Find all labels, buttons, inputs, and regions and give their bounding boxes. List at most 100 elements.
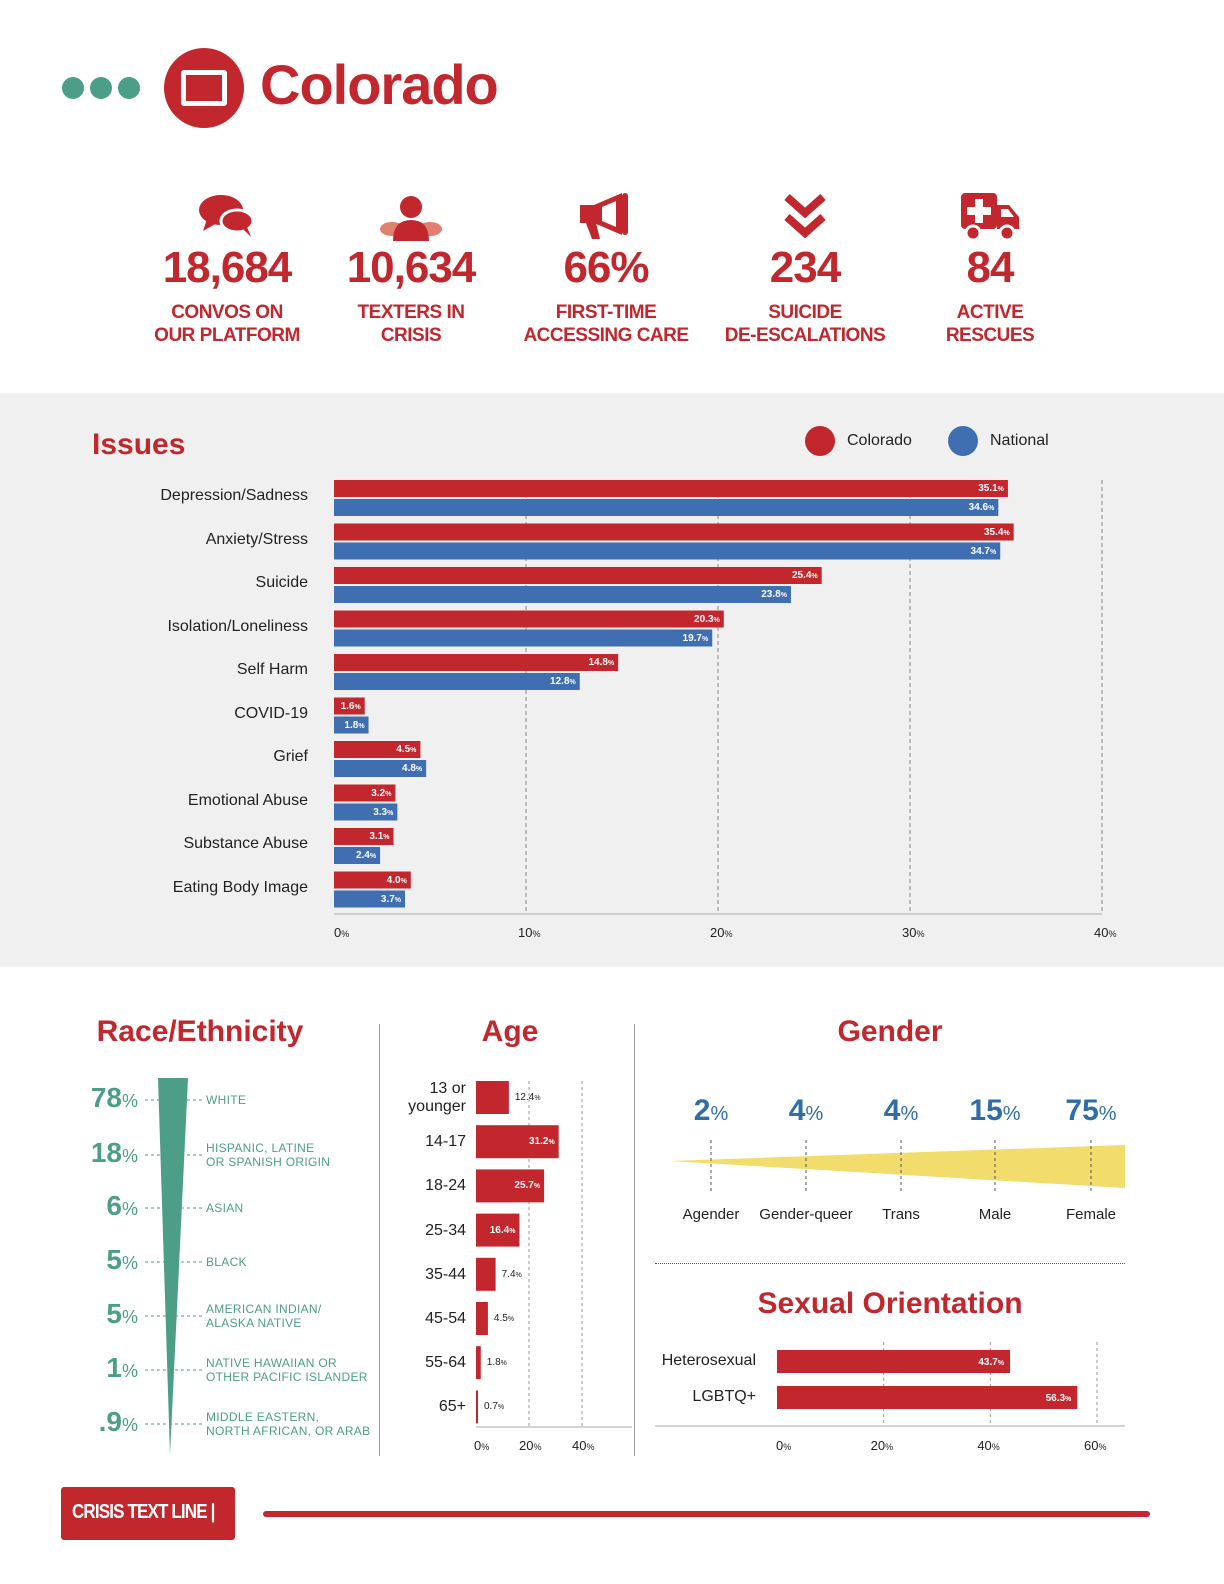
bar-value-label: 3.7% [380, 893, 402, 905]
chat-bubbles-icon [127, 185, 327, 241]
person-icon [311, 185, 511, 241]
age-value-label: 1.8% [486, 1357, 507, 1369]
age-category-label: 65+ [438, 1398, 466, 1416]
race-label: BLACK [206, 1255, 247, 1269]
race-label: AMERICAN INDIAN/ALASKA NATIVE [206, 1302, 322, 1330]
legend-national-swatch [948, 426, 978, 456]
orientation-bar [777, 1386, 1078, 1409]
bar-value-label: 20.3% [694, 613, 720, 625]
age-value-label: 25.7% [514, 1180, 541, 1192]
gender-percentage: 4% [883, 1094, 919, 1127]
bar-national [334, 499, 999, 516]
age-bar [476, 1302, 488, 1335]
stat-convos: 18,684 CONVOS ON OUR PLATFORM [127, 185, 327, 347]
age-title: Age [481, 1015, 539, 1048]
orientation-bar [777, 1350, 1011, 1373]
bar-value-label: 3.1% [369, 831, 390, 842]
bar-value-label: 12.8% [550, 676, 576, 687]
bar-colorado [334, 523, 1014, 541]
bar-colorado [334, 654, 619, 671]
bar-national [334, 890, 406, 908]
age-value-label: 4.5% [493, 1313, 515, 1324]
gender-label: Male [978, 1206, 1012, 1223]
gender-title: Gender [837, 1015, 943, 1048]
category-label: Isolation/Loneliness [167, 617, 308, 635]
race-label: ASIAN [206, 1201, 244, 1215]
race-title: Race/Ethnicity [96, 1015, 304, 1048]
bar-colorado [334, 828, 394, 845]
divider [379, 1024, 380, 1456]
double-chevron-down-icon [705, 185, 905, 241]
stat-first-time: 66% FIRST-TIME ACCESSING CARE [506, 185, 706, 347]
ambulance-icon [890, 185, 1090, 241]
bar-colorado [334, 697, 365, 715]
bar-national [334, 542, 1001, 560]
age-category-label: 18-24 [425, 1177, 466, 1195]
age-bar [476, 1125, 559, 1159]
category-label: Substance Abuse [183, 835, 308, 852]
stat-de-escalations: 234 SUICIDE DE-ESCALATIONS [705, 185, 905, 347]
bar-colorado [334, 610, 724, 628]
category-label: Eating Body Image [172, 878, 308, 896]
bar-value-label: 56.3% [1045, 1393, 1072, 1404]
gender-label: Female [1065, 1206, 1117, 1223]
bar-value-label: 4.5% [396, 744, 417, 755]
legend-national-label: National [990, 432, 1049, 449]
bar-value-label: 34.6% [968, 502, 995, 513]
age-category-label: 35-44 [425, 1265, 466, 1283]
age-bar [476, 1257, 496, 1291]
race-label: HISPANIC, LATINE OR SPANISH ORIGIN [206, 1141, 331, 1169]
race-percentage: 18% [90, 1137, 138, 1168]
age-category-label: 45-54 [425, 1310, 466, 1327]
footer-logo[interactable]: CRISIS TEXT LINE | [72, 1501, 215, 1523]
category-label: COVID-19 [234, 704, 308, 722]
bar-value-label: 3.3% [373, 806, 394, 818]
bar-national [334, 629, 713, 647]
x-tick-label: 10% [518, 925, 541, 940]
decorative-dot [118, 77, 140, 99]
gender-label: Gender-queer [759, 1206, 853, 1223]
stat-rescues: 84 ACTIVE RESCUES [890, 185, 1090, 347]
age-category-label: 13 or younger [408, 1080, 466, 1115]
race-percentage: 5% [106, 1298, 138, 1329]
bar-value-label: 35.4% [983, 526, 1010, 538]
gender-label: Trans [882, 1206, 920, 1223]
bar-value-label: 35.1% [978, 483, 1004, 494]
age-bar [476, 1390, 478, 1424]
x-tick-label: 60% [1084, 1438, 1107, 1453]
bar-colorado [334, 480, 1008, 497]
page-title: Colorado [260, 53, 499, 116]
age-category-label: 55-64 [425, 1354, 466, 1372]
age-category-label: 14-17 [425, 1133, 466, 1151]
footer-logo-box[interactable] [61, 1487, 235, 1540]
issues-chart [334, 480, 1103, 915]
race-percentage: .9% [98, 1406, 138, 1437]
category-label: Self Harm [236, 661, 308, 678]
bar-colorado [334, 784, 396, 802]
x-tick-label: 40% [1094, 925, 1117, 940]
age-bar [476, 1169, 545, 1203]
gender-percentage: 2% [693, 1094, 729, 1127]
bar-value-label: 1.8% [344, 719, 365, 731]
gender-percentage: 15% [969, 1094, 1021, 1127]
orientation-label: Heterosexual [661, 1352, 756, 1369]
x-tick-label: 0% [334, 925, 350, 940]
x-tick-label: 20% [710, 925, 733, 940]
bar-value-label: 2.4% [355, 850, 377, 861]
bar-value-label: 4.8% [402, 763, 423, 774]
x-tick-label: 20% [870, 1438, 894, 1453]
x-tick-label: 40% [977, 1438, 1000, 1453]
sexual-orientation-title: Sexual Orientation [757, 1287, 1023, 1320]
footer-rule [263, 1511, 1150, 1517]
stat-texters: 10,634 TEXTERS IN CRISIS [311, 185, 511, 347]
decorative-dot [90, 77, 112, 99]
divider [655, 1263, 1125, 1264]
bar-value-label: 14.8% [588, 657, 615, 668]
x-tick-label: 30% [902, 925, 925, 940]
race-label: MIDDLE EASTERN, NORTH AFRICAN, OR ARAB [206, 1410, 371, 1438]
age-value-label: 0.7% [484, 1401, 505, 1413]
orientation-label: LGBTQ+ [692, 1388, 756, 1405]
legend-colorado-swatch [805, 426, 835, 456]
age-value-label: 16.4% [489, 1224, 516, 1236]
bar-national [334, 716, 369, 734]
